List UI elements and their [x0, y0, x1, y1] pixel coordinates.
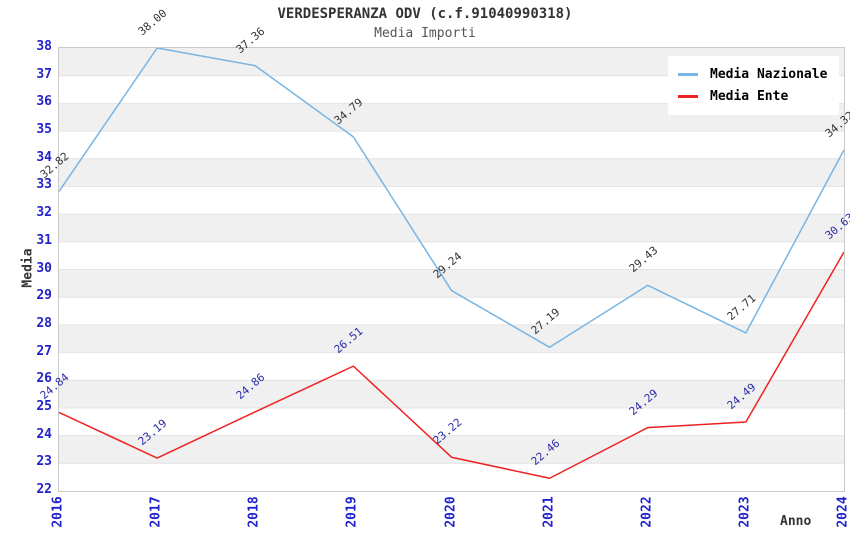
stripe-band [59, 324, 844, 353]
y-tick-36: 36 [36, 94, 52, 110]
x-tick-2017: 2017 [148, 496, 164, 528]
chart-title: VERDESPERANZA ODV (c.f.91040990318) [277, 6, 573, 22]
series-line-media-nazionale [59, 48, 844, 349]
y-tick-25: 25 [36, 398, 52, 414]
y-tick-23: 23 [36, 454, 52, 470]
stripe-band [59, 214, 844, 242]
legend-marker-icon [678, 72, 698, 76]
y-tick-28: 28 [36, 315, 52, 331]
y-tick-22: 22 [36, 482, 52, 497]
x-tick-2019: 2019 [344, 496, 360, 528]
y-tick-38: 38 [36, 39, 52, 54]
x-tick-2024: 2024 [835, 496, 850, 528]
x-tick-2022: 2022 [639, 496, 655, 528]
y-tick-30: 30 [36, 260, 52, 276]
y-tick-31: 31 [36, 232, 52, 248]
legend-item-media-ente: Media Ente [678, 85, 827, 107]
stripe-band [59, 380, 844, 408]
x-tick-2016: 2016 [50, 496, 66, 528]
y-tick-33: 33 [36, 177, 52, 193]
y-tick-24: 24 [36, 426, 52, 442]
legend-label: Media Nazionale [710, 66, 828, 82]
y-tick-34: 34 [36, 149, 52, 165]
y-tick-29: 29 [36, 288, 52, 304]
x-tick-2020: 2020 [443, 496, 458, 528]
y-tick-32: 32 [36, 205, 52, 221]
stripe-band [59, 269, 844, 298]
x-tick-2018: 2018 [246, 496, 262, 528]
chart-subtitle: Media Importi [374, 26, 476, 41]
legend-marker-icon [678, 94, 698, 98]
y-tick-35: 35 [36, 122, 52, 138]
stripe-band [59, 435, 844, 464]
y-tick-27: 27 [36, 343, 52, 359]
series-line-media-ente [59, 251, 844, 480]
legend-item-media-nazionale: Media Nazionale [678, 63, 827, 85]
y-tick-37: 37 [36, 66, 52, 82]
legend-label: Media Ente [710, 88, 789, 104]
x-axis-title: Anno [780, 514, 812, 529]
x-tick-2021: 2021 [541, 496, 557, 528]
stripe-band [59, 158, 844, 187]
x-tick-2023: 2023 [737, 496, 753, 528]
y-tick-26: 26 [36, 371, 52, 387]
legend: Media Nazionale Media Ente [668, 56, 840, 115]
